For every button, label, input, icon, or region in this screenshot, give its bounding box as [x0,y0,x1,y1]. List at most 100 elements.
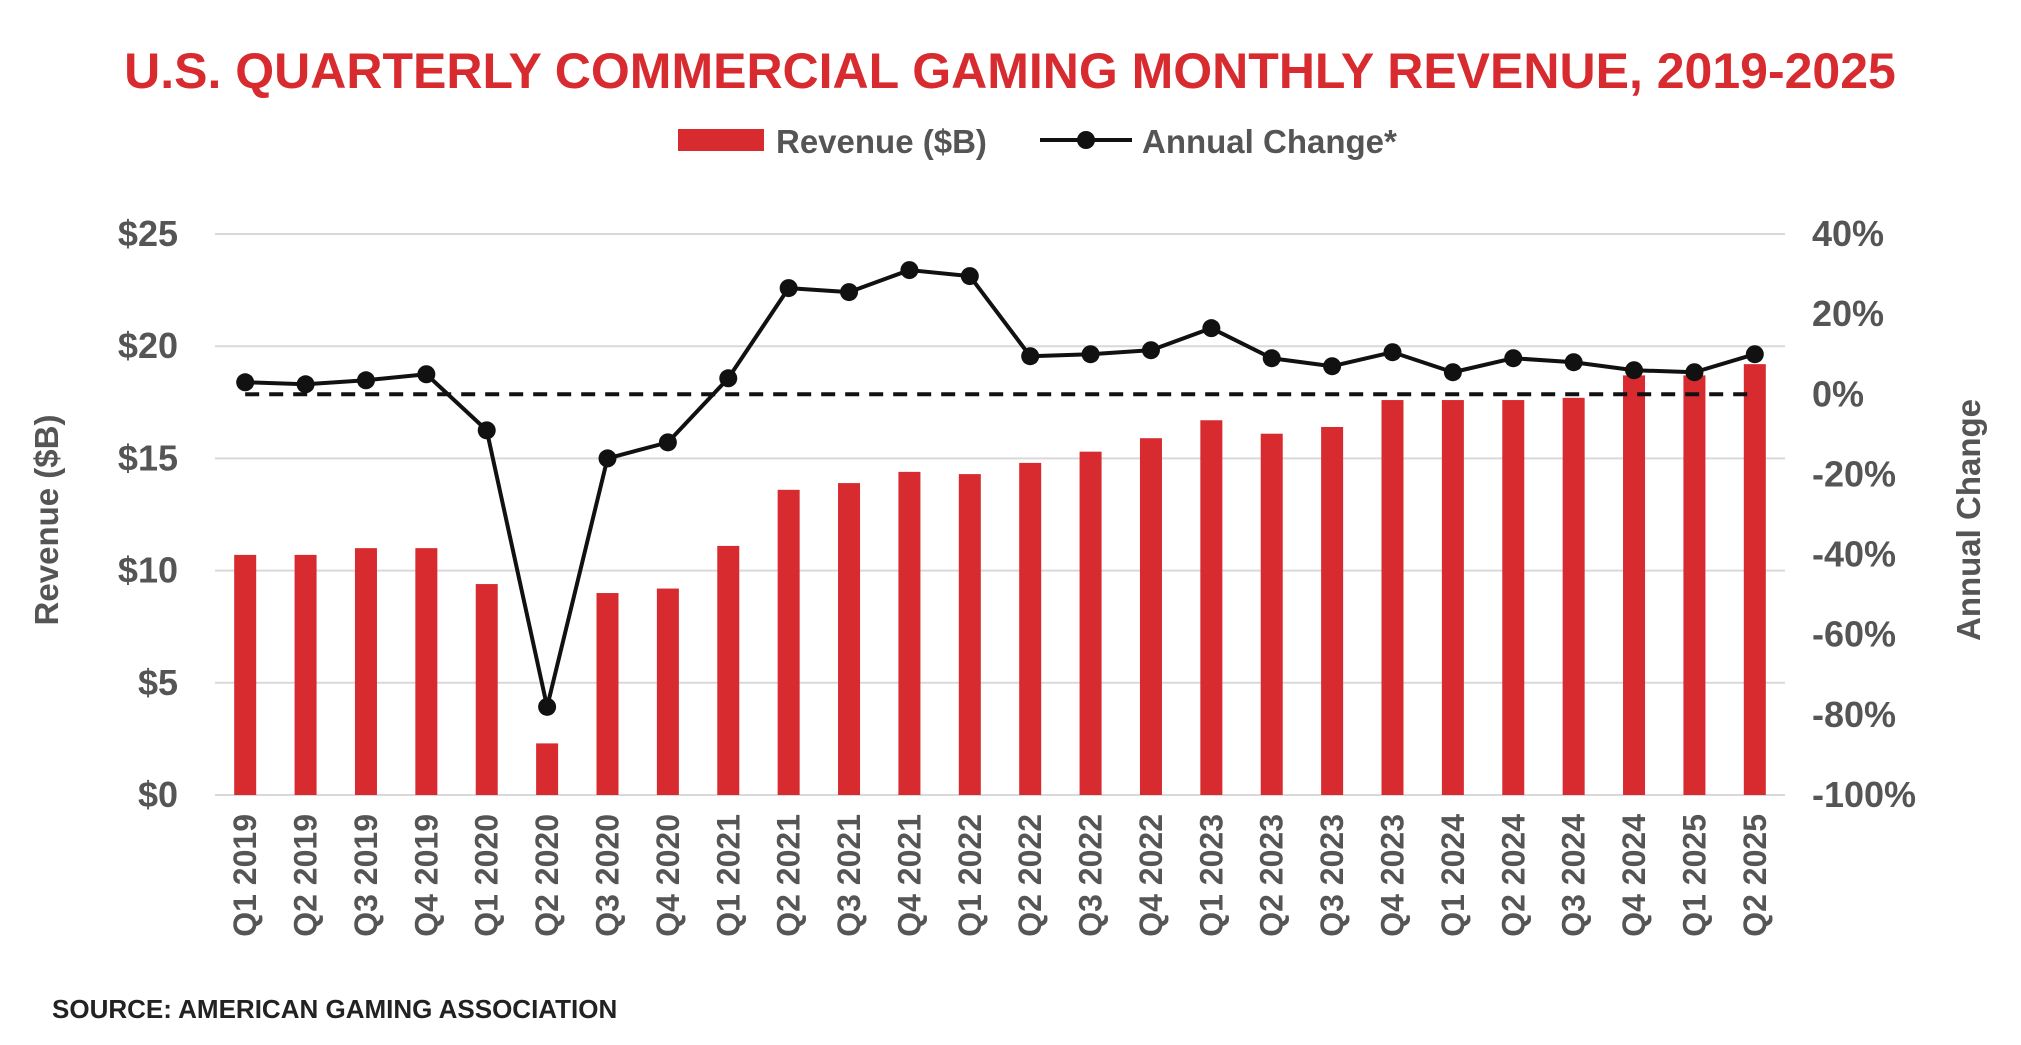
legend-revenue-label: Revenue ($B) [776,123,987,160]
annual-change-point [1685,363,1704,382]
revenue-bar [1683,375,1706,795]
revenue-bar [1019,462,1042,795]
annual-change-point [477,421,496,440]
revenue-bar [1562,397,1585,795]
category-label: Q2 2022 [1012,814,1048,937]
revenue-bar [415,548,438,795]
annual-change-point [356,371,375,390]
revenue-bar [1200,420,1223,795]
revenue-bar [898,471,921,795]
revenue-bar [234,554,257,795]
annual-change-point [900,261,919,280]
left-tick-label: $0 [138,774,178,815]
category-label: Q4 2023 [1375,814,1411,937]
legend-change-label: Annual Change* [1142,123,1397,160]
legend-change-marker [1077,131,1095,149]
right-axis-ticks: -100% -80% -60% -40% -20% 0% 20% 40% [1812,213,1916,815]
right-axis-title: Annual Change [1950,399,1987,641]
left-tick-label: $15 [118,437,178,478]
annual-change-point [598,449,617,468]
right-tick-label: -100% [1812,774,1916,815]
annual-change-point [417,365,436,384]
right-tick-label: -80% [1812,694,1896,735]
annual-change-point [1504,349,1523,368]
right-tick-label: -40% [1812,534,1896,575]
annual-change-line [245,268,1756,709]
legend: Revenue ($B) Annual Change* [678,123,1397,160]
annual-change-point [840,283,859,302]
category-label: Q4 2024 [1616,814,1652,937]
annual-change-point [1202,319,1221,338]
annual-change-point [1745,345,1764,364]
category-label: Q2 2024 [1495,814,1531,937]
annual-change-series [236,261,1764,716]
source-note: SOURCE: AMERICAN GAMING ASSOCIATION [52,994,617,1024]
annual-change-point [719,369,738,388]
right-tick-label: -20% [1812,453,1896,494]
category-label: Q3 2019 [348,814,384,937]
revenue-bar [1502,400,1525,795]
annual-change-point [1564,353,1583,372]
right-tick-label: 40% [1812,213,1884,254]
chart-title: U.S. QUARTERLY COMMERCIAL GAMING MONTHLY… [124,43,1896,99]
legend-revenue-swatch [678,129,764,151]
revenue-bar [1623,375,1646,795]
category-label: Q3 2020 [590,814,626,937]
category-label: Q3 2022 [1073,814,1109,937]
category-label: Q4 2021 [891,814,927,937]
category-label: Q4 2019 [408,814,444,937]
annual-change-point [236,373,255,392]
category-label: Q1 2020 [469,814,505,937]
category-label: Q2 2019 [288,814,324,937]
category-label: Q1 2023 [1193,814,1229,937]
category-label: Q2 2025 [1737,814,1773,937]
revenue-bar [1441,400,1464,795]
revenue-bar [596,593,619,795]
category-label: Q3 2021 [831,814,867,937]
category-label: Q1 2019 [227,814,263,937]
annual-change-point [1323,357,1342,376]
category-label: Q2 2020 [529,814,565,937]
revenue-bar [294,554,317,795]
revenue-bar [1321,426,1344,795]
category-label: Q1 2021 [710,814,746,937]
right-tick-label: 0% [1812,373,1864,414]
annual-change-point [779,279,798,298]
annual-change-point [960,267,979,286]
annual-change-point [1021,347,1040,366]
annual-change-point [658,433,677,452]
revenue-bar [475,584,498,795]
annual-change-point [538,697,557,716]
left-axis-title: Revenue ($B) [28,415,65,626]
category-label: Q1 2022 [952,814,988,937]
revenue-bar [536,743,559,795]
revenue-bar [958,474,981,795]
revenue-bars [234,364,1766,795]
revenue-bar [1743,364,1766,795]
left-axis-ticks: $0 $5 $10 $15 $20 $25 [118,213,178,815]
left-tick-label: $5 [138,662,178,703]
revenue-bar [838,483,861,795]
annual-change-point [1141,341,1160,360]
annual-change-point [1081,345,1100,364]
revenue-bar [1079,451,1102,795]
category-label: Q2 2023 [1254,814,1290,937]
annual-change-point [1383,343,1402,362]
left-tick-label: $25 [118,213,178,254]
category-label: Q4 2022 [1133,814,1169,937]
revenue-bar [1139,438,1162,795]
revenue-bar [777,489,800,795]
category-labels: Q1 2019 Q2 2019 Q3 2019 Q4 2019 Q1 2020 Q2 20… [227,814,1773,937]
category-label: Q1 2024 [1435,814,1471,937]
right-tick-label: -60% [1812,614,1896,655]
category-label: Q2 2021 [771,814,807,937]
revenue-bar [354,548,377,795]
category-label: Q3 2024 [1556,814,1592,937]
revenue-bar [1260,433,1283,795]
annual-change-point [296,375,315,394]
category-label: Q3 2023 [1314,814,1350,937]
revenue-bar [717,545,740,795]
category-label: Q1 2025 [1676,814,1712,937]
annual-change-point [1443,363,1462,382]
left-tick-label: $10 [118,550,178,591]
